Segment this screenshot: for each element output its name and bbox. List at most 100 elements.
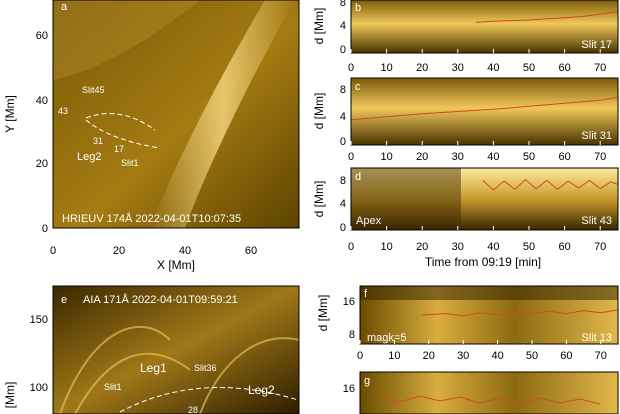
y-tick-label: 0 — [340, 136, 346, 148]
x-tick-label: 40 — [491, 350, 503, 362]
panel-f-trace — [421, 309, 619, 317]
y-tick-label: 0 — [42, 223, 48, 235]
x-tick-label: 60 — [560, 350, 572, 362]
y-tick-label: 150 — [30, 314, 48, 326]
panel-d-letter: d — [355, 171, 361, 183]
panel-g-frame — [359, 371, 619, 414]
panel-a-bright-arc — [150, 0, 295, 228]
x-tick-label: 30 — [452, 62, 464, 74]
panel-g-image — [360, 372, 618, 414]
panel-c-x-ticks: 0 10 20 30 40 50 60 70 — [348, 141, 606, 163]
panel-e-ylabel: [Mm] — [3, 382, 17, 409]
panel-a-x-ticks: 0 20 40 60 — [50, 245, 257, 257]
panel-a-label-31: 31 — [93, 136, 103, 146]
panel-c-ylabel: d [Mm] — [312, 93, 326, 130]
x-tick-label: 40 — [487, 151, 499, 163]
panel-a-upper-glow — [53, 0, 200, 80]
x-tick-label: 0 — [348, 151, 354, 163]
x-tick-label: 10 — [380, 151, 392, 163]
x-tick-label: 10 — [380, 62, 392, 74]
panel-d: d Apex Slit 43 0 4 8 d [Mm] 0 10 20 30 40 50 6… — [312, 167, 619, 269]
panel-d-image — [351, 168, 618, 230]
panel-e-caption: AIA 171Å 2022-04-01T09:59:21 — [83, 293, 238, 306]
x-tick-label: 10 — [388, 350, 400, 362]
panel-b-y-ticks: 0 4 8 — [340, 0, 346, 56]
x-tick-label: 20 — [416, 62, 428, 74]
y-tick-label: 100 — [30, 382, 48, 394]
panel-f-left-label: magk=5 — [367, 332, 406, 344]
panel-c-image — [351, 78, 618, 145]
panel-a-label-slit1: Slit1 — [121, 158, 139, 168]
panel-a-y-ticks: 0 20 40 60 — [36, 30, 48, 235]
panel-b-letter: b — [355, 2, 361, 14]
x-tick-label: 20 — [416, 151, 428, 163]
y-tick-label: 20 — [36, 158, 48, 170]
x-tick-label: 20 — [423, 350, 435, 362]
x-tick-label: 50 — [523, 62, 535, 74]
x-tick-label: 40 — [487, 62, 499, 74]
panel-e-label-slit36: Slit36 — [194, 363, 217, 373]
panel-e-label-28: 28 — [188, 405, 198, 414]
panel-a-frame — [52, 0, 300, 229]
panel-d-x-ticks: 0 10 20 30 40 50 60 70 — [348, 226, 606, 253]
panel-a-dashed-slit-upper — [85, 113, 156, 131]
y-tick-label: 8 — [340, 175, 346, 187]
x-tick-label: 70 — [595, 350, 607, 362]
panel-f: f magk=5 Slit 13 8 16 d [Mm] 0 10 20 30 40 50… — [316, 285, 619, 362]
panel-g-trace — [379, 395, 601, 405]
panel-d-frame — [350, 167, 619, 231]
panel-b-slit-label: Slit 17 — [581, 39, 612, 51]
x-tick-label: 50 — [523, 151, 535, 163]
y-tick-label: 40 — [36, 95, 48, 107]
x-tick-label: 60 — [558, 241, 570, 253]
panel-e-label-slit1: Slit1 — [104, 382, 122, 392]
x-tick-label: 70 — [594, 62, 606, 74]
y-tick-label: 8 — [349, 329, 355, 341]
panel-c-slit-label: Slit 31 — [581, 130, 612, 142]
panel-d-slit-label: Slit 43 — [581, 215, 612, 227]
panel-g-letter: g — [364, 375, 370, 387]
x-tick-label: 0 — [50, 245, 56, 257]
panel-b-ylabel: d [Mm] — [312, 8, 326, 45]
x-tick-label: 10 — [380, 241, 392, 253]
panel-e-loops — [59, 325, 300, 414]
panel-f-x-ticks: 0 10 20 30 40 50 60 70 — [357, 340, 607, 362]
panel-f-ylabel: d [Mm] — [316, 295, 330, 332]
y-tick-label: 8 — [340, 84, 346, 96]
x-tick-label: 40 — [487, 241, 499, 253]
panel-e: e AIA 171Å 2022-04-01T09:59:21 Leg1 Slit… — [3, 285, 300, 414]
panel-e-image — [53, 286, 299, 414]
panel-a-xlabel: X [Mm] — [157, 258, 195, 272]
x-tick-label: 30 — [452, 241, 464, 253]
x-tick-label: 30 — [457, 350, 469, 362]
panel-f-letter: f — [364, 288, 368, 300]
x-tick-label: 0 — [348, 241, 354, 253]
panel-a-ylabel: Y [Mm] — [3, 95, 17, 133]
panel-c-y-ticks: 0 4 8 — [340, 84, 346, 148]
panel-f-y-ticks: 8 16 — [343, 296, 355, 341]
x-tick-label: 50 — [523, 241, 535, 253]
panel-c-trace — [350, 96, 619, 121]
x-tick-label: 0 — [348, 62, 354, 74]
panel-f-dark-band — [360, 286, 618, 300]
panel-f-slit-label: Slit 13 — [581, 332, 612, 344]
x-tick-label: 0 — [357, 350, 363, 362]
y-tick-label: 60 — [36, 30, 48, 42]
panel-c-letter: c — [355, 81, 361, 93]
panel-g: g 16 — [343, 371, 619, 414]
panel-d-y-ticks: 0 4 8 — [340, 175, 346, 234]
panel-d-dark-left — [351, 168, 461, 230]
x-tick-label: 40 — [179, 245, 191, 257]
panel-b-x-ticks: 0 10 20 30 40 50 60 70 — [348, 49, 606, 74]
panel-b-image — [351, 0, 618, 53]
panel-d-ylabel: d [Mm] — [312, 181, 326, 218]
panel-e-frame — [52, 285, 300, 414]
panel-b: b Slit 17 0 4 8 d [Mm] 0 10 20 30 40 50 60 70 — [312, 0, 619, 74]
panel-a-label-43: 43 — [58, 106, 68, 116]
y-tick-label: 16 — [343, 383, 355, 395]
x-tick-label: 20 — [113, 245, 125, 257]
x-tick-label: 30 — [452, 151, 464, 163]
panel-f-frame — [359, 285, 619, 345]
y-tick-label: 8 — [340, 0, 346, 9]
